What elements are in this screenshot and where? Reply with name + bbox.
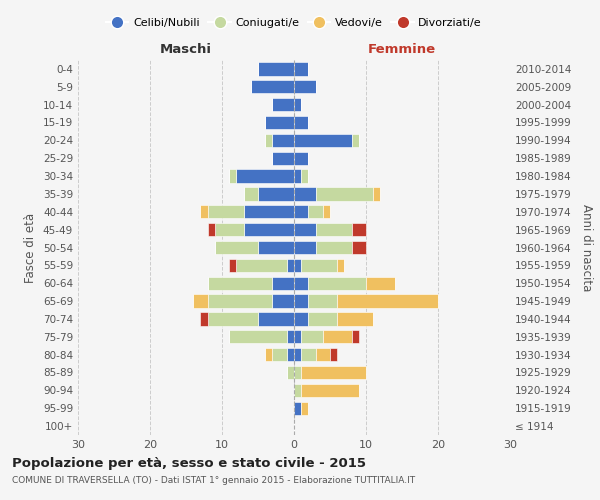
Text: Femmine: Femmine (368, 44, 436, 57)
Bar (272, 276, 294, 290)
Bar (287, 330, 294, 344)
Bar (294, 187, 316, 200)
Bar (301, 366, 366, 379)
Bar (323, 205, 330, 218)
Bar (258, 312, 294, 326)
Bar (215, 223, 244, 236)
Bar (272, 134, 294, 147)
Bar (272, 152, 294, 165)
Bar (287, 366, 294, 379)
Bar (208, 294, 272, 308)
Bar (294, 348, 301, 362)
Bar (265, 116, 294, 129)
Bar (193, 294, 208, 308)
Bar (287, 258, 294, 272)
Text: Popolazione per età, sesso e stato civile - 2015: Popolazione per età, sesso e stato civil… (12, 458, 366, 470)
Bar (294, 152, 308, 165)
Bar (258, 241, 294, 254)
Bar (323, 330, 352, 344)
Bar (352, 223, 366, 236)
Bar (208, 205, 244, 218)
Bar (294, 294, 308, 308)
Bar (294, 223, 316, 236)
Bar (337, 294, 438, 308)
Bar (308, 294, 337, 308)
Bar (272, 98, 294, 112)
Bar (244, 205, 294, 218)
Bar (308, 276, 366, 290)
Bar (301, 258, 337, 272)
Bar (294, 330, 301, 344)
Bar (337, 312, 373, 326)
Bar (258, 187, 294, 200)
Bar (316, 223, 352, 236)
Bar (229, 170, 236, 183)
Bar (352, 134, 359, 147)
Bar (229, 258, 236, 272)
Bar (229, 330, 287, 344)
Bar (352, 241, 366, 254)
Y-axis label: Fasce di età: Fasce di età (25, 212, 37, 282)
Bar (316, 241, 352, 254)
Bar (208, 312, 258, 326)
Bar (251, 80, 294, 94)
Bar (301, 402, 308, 415)
Bar (316, 348, 330, 362)
Bar (294, 241, 316, 254)
Bar (236, 258, 287, 272)
Bar (294, 312, 308, 326)
Bar (294, 258, 301, 272)
Bar (265, 134, 272, 147)
Bar (294, 276, 308, 290)
Bar (366, 276, 395, 290)
Bar (330, 348, 337, 362)
Bar (294, 80, 316, 94)
Bar (301, 170, 308, 183)
Bar (200, 205, 208, 218)
Bar (308, 205, 323, 218)
Bar (294, 98, 301, 112)
Bar (294, 384, 301, 397)
Bar (308, 312, 337, 326)
Text: Maschi: Maschi (160, 44, 212, 57)
Bar (236, 170, 294, 183)
Bar (294, 116, 308, 129)
Bar (272, 348, 287, 362)
Text: COMUNE DI TRAVERSELLA (TO) - Dati ISTAT 1° gennaio 2015 - Elaborazione TUTTITALI: COMUNE DI TRAVERSELLA (TO) - Dati ISTAT … (12, 476, 415, 485)
Bar (258, 62, 294, 76)
Bar (301, 384, 359, 397)
Bar (294, 170, 301, 183)
Bar (200, 312, 208, 326)
Bar (294, 134, 352, 147)
Bar (316, 187, 373, 200)
Bar (301, 348, 316, 362)
Bar (337, 258, 344, 272)
Bar (294, 366, 301, 379)
Bar (373, 187, 380, 200)
Bar (215, 241, 258, 254)
Bar (265, 348, 272, 362)
Bar (208, 276, 272, 290)
Bar (287, 348, 294, 362)
Bar (301, 330, 323, 344)
Bar (294, 205, 308, 218)
Bar (294, 62, 308, 76)
Bar (272, 294, 294, 308)
Bar (244, 223, 294, 236)
Legend: Celibi/Nubili, Coniugati/e, Vedovi/e, Divorziati/e: Celibi/Nubili, Coniugati/e, Vedovi/e, Di… (102, 13, 486, 32)
Bar (352, 330, 359, 344)
Bar (294, 402, 301, 415)
Bar (244, 187, 258, 200)
Bar (208, 223, 215, 236)
Y-axis label: Anni di nascita: Anni di nascita (580, 204, 593, 291)
